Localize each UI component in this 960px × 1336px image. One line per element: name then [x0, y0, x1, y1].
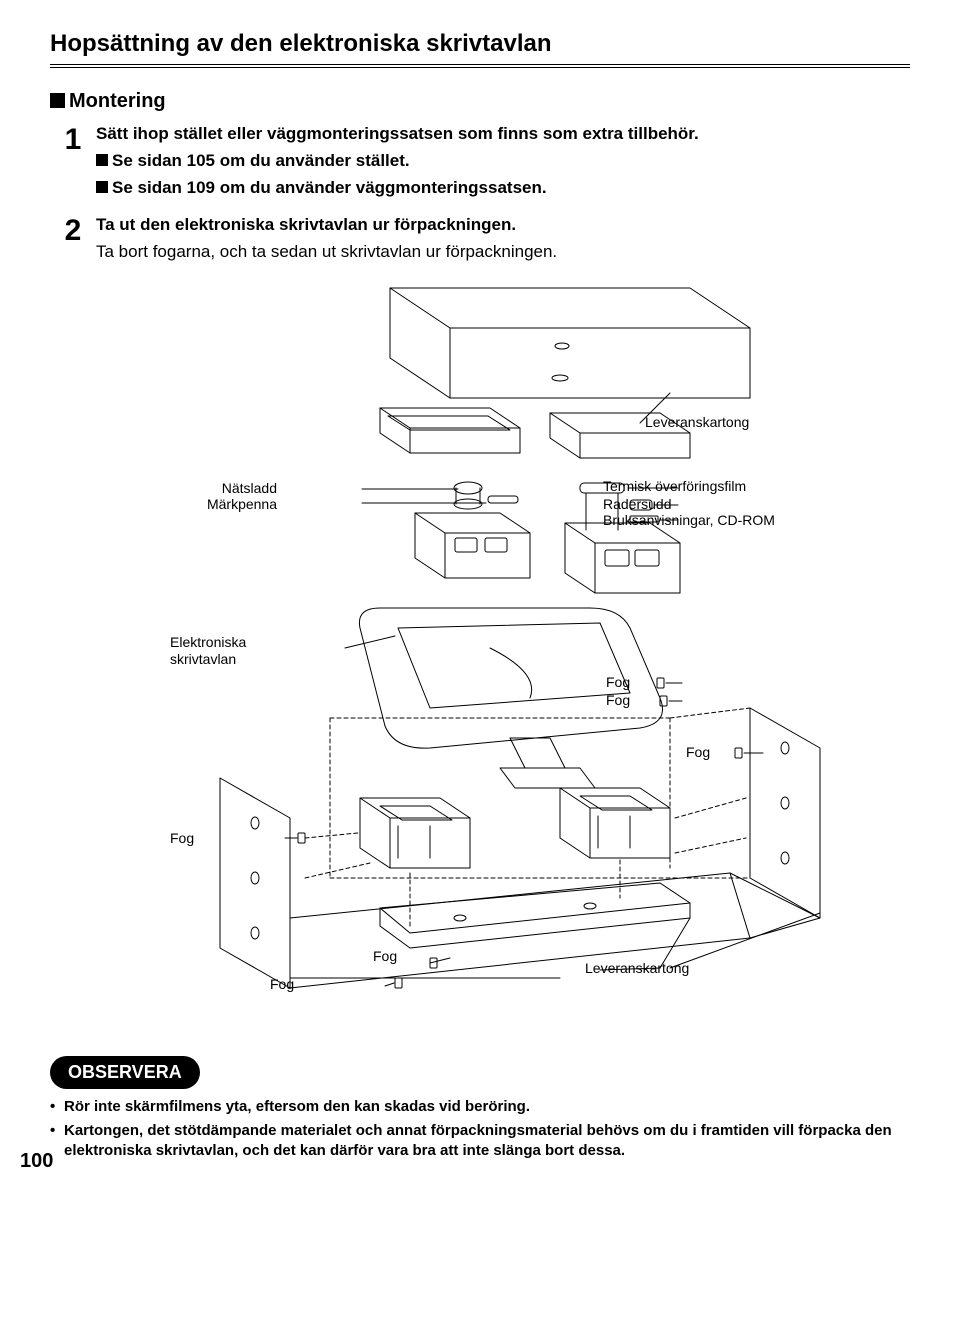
step-sub-text: Se sidan 105 om du använder stället. — [112, 151, 410, 170]
label-joint-2: Fog — [606, 692, 630, 710]
label-joint-3: Fog — [686, 744, 710, 762]
step-1: 1 Sätt ihop stället eller väggmonterings… — [50, 123, 910, 200]
notice-item: Rör inte skärmfilmens yta, eftersom den … — [50, 1097, 910, 1117]
label-manuals: Bruksanvisningar, CD-ROM — [603, 512, 775, 530]
label-joint-1: Fog — [606, 674, 630, 692]
carton-base-icon — [290, 873, 820, 988]
step-main-text: Ta ut den elektroniska skrivtavlan ur fö… — [96, 214, 910, 237]
section-heading-text: Montering — [69, 90, 166, 112]
label-joint-4: Fog — [170, 830, 194, 848]
carton-lid-icon — [390, 288, 750, 398]
label-shipping-carton-bottom: Leveranskartong — [585, 960, 689, 978]
label-joint-5: Fog — [373, 948, 397, 966]
step-sub-2: Se sidan 109 om du använder väggmonterin… — [96, 177, 910, 200]
step-secondary-text: Ta bort fogarna, och ta sedan ut skrivta… — [96, 241, 910, 264]
label-eraser: Radersudd — [603, 496, 672, 514]
notice-block: OBSERVERA Rör inte skärmfilmens yta, eft… — [50, 1056, 910, 1162]
section-heading: Montering — [50, 90, 910, 113]
label-thermal-film: Termisk överföringsfilm — [603, 478, 746, 496]
label-shipping-carton-top: Leveranskartong — [645, 414, 749, 432]
step-number: 1 — [50, 123, 96, 200]
step-sub-text: Se sidan 109 om du använder väggmonterin… — [112, 178, 547, 197]
step-main-text: Sätt ihop stället eller väggmonteringssa… — [96, 123, 910, 146]
step-sub-1: Se sidan 105 om du använder stället. — [96, 150, 910, 173]
label-panaboard: Elektroniska skrivtavlan — [170, 634, 246, 669]
square-bullet-icon — [96, 181, 108, 193]
step-2: 2 Ta ut den elektroniska skrivtavlan ur … — [50, 214, 910, 264]
joint-icon — [657, 678, 667, 706]
accessory-holder-left-icon — [415, 482, 530, 578]
tray-left-icon — [380, 408, 520, 453]
carton-right-panel-icon — [735, 708, 820, 918]
label-marker: Märkpenna — [195, 496, 277, 514]
square-bullet-icon — [50, 93, 65, 108]
carton-left-panel-icon — [220, 778, 305, 988]
label-power-cord: Nätsladd — [205, 480, 277, 498]
foam-block-icon — [560, 788, 670, 858]
notice-item: Kartongen, det stötdämpande materialet o… — [50, 1121, 910, 1162]
notice-title: OBSERVERA — [50, 1056, 200, 1089]
foam-block-icon — [360, 798, 470, 868]
square-bullet-icon — [96, 154, 108, 166]
page-number: 100 — [20, 1150, 53, 1173]
label-joint-6: Fog — [270, 976, 294, 994]
step-number: 2 — [50, 214, 96, 264]
exploded-diagram: Leveranskartong Nätsladd Märkpenna Termi… — [50, 278, 910, 1038]
page-title: Hopsättning av den elektroniska skrivtav… — [50, 30, 910, 68]
